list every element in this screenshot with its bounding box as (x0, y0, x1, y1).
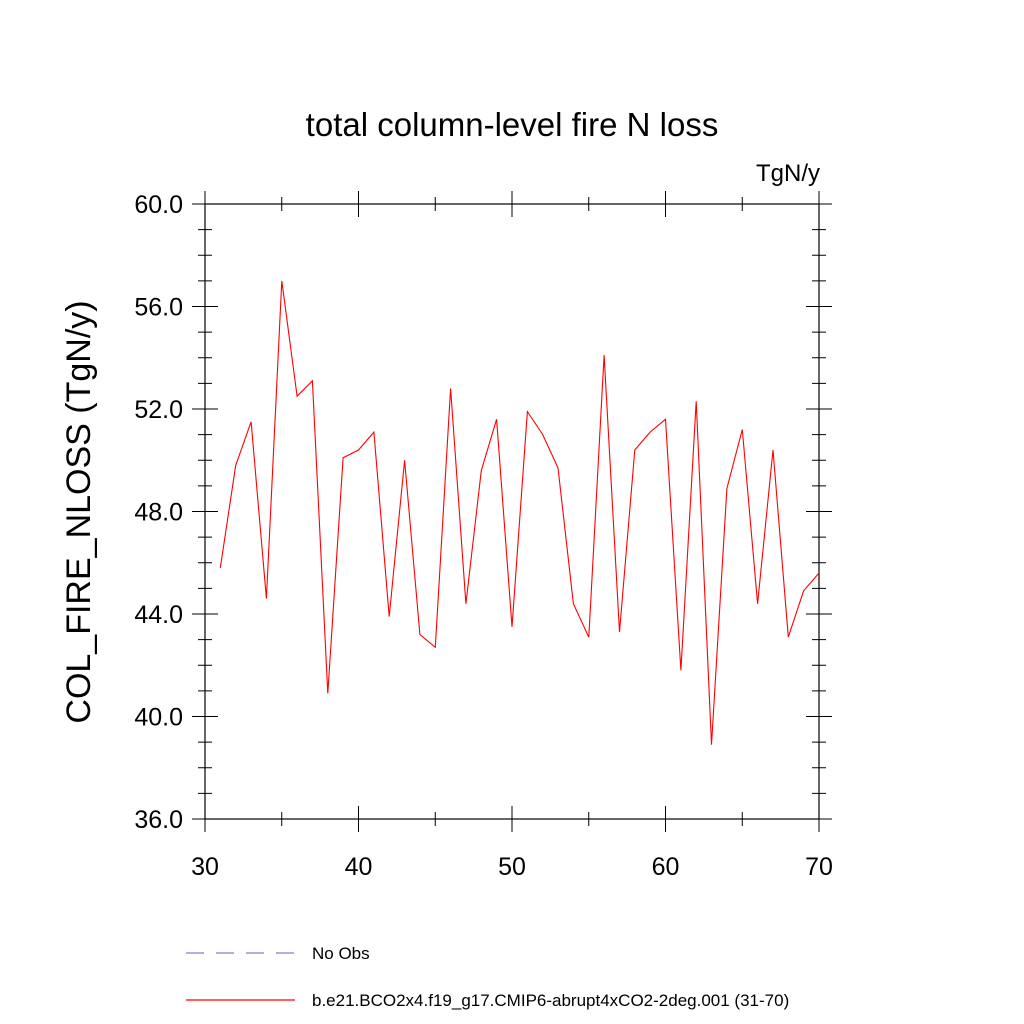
units-label: TgN/y (756, 160, 820, 187)
chart-title: total column-level fire N loss (306, 106, 719, 143)
x-tick-label-30: 30 (191, 853, 219, 881)
y-axis-label: COL_FIRE_NLOSS (TgN/y) (60, 300, 98, 723)
y-tick-label-60.0: 60.0 (134, 191, 183, 219)
x-tick-label-50: 50 (498, 853, 526, 881)
x-axis-tick-labels: 30 40 50 60 70 (191, 853, 833, 881)
x-tick-label-60: 60 (652, 853, 680, 881)
y-tick-label-56.0: 56.0 (134, 294, 183, 322)
x-tick-label-70: 70 (805, 853, 833, 881)
series-group (219, 280, 820, 745)
legend: No Obs b.e21.BCO2x4.f19_g17.CMIP6-abrupt… (186, 944, 789, 1010)
series-line-0 (219, 280, 820, 745)
plot-frame (204, 203, 820, 820)
legend-label-series: b.e21.BCO2x4.f19_g17.CMIP6-abrupt4xCO2-2… (312, 991, 789, 1010)
x-tick-label-40: 40 (345, 853, 373, 881)
y-tick-label-40.0: 40.0 (134, 704, 183, 732)
y-axis-ticks (192, 203, 832, 820)
y-axis-tick-labels: 36.0 40.0 44.0 48.0 52.0 56.0 60.0 (134, 191, 183, 834)
y-tick-label-48.0: 48.0 (134, 499, 183, 527)
y-tick-label-44.0: 44.0 (134, 601, 183, 629)
legend-label-no-obs: No Obs (312, 944, 370, 963)
y-tick-label-52.0: 52.0 (134, 396, 183, 424)
x-axis-ticks (204, 191, 820, 832)
y-tick-label-36.0: 36.0 (134, 806, 183, 834)
